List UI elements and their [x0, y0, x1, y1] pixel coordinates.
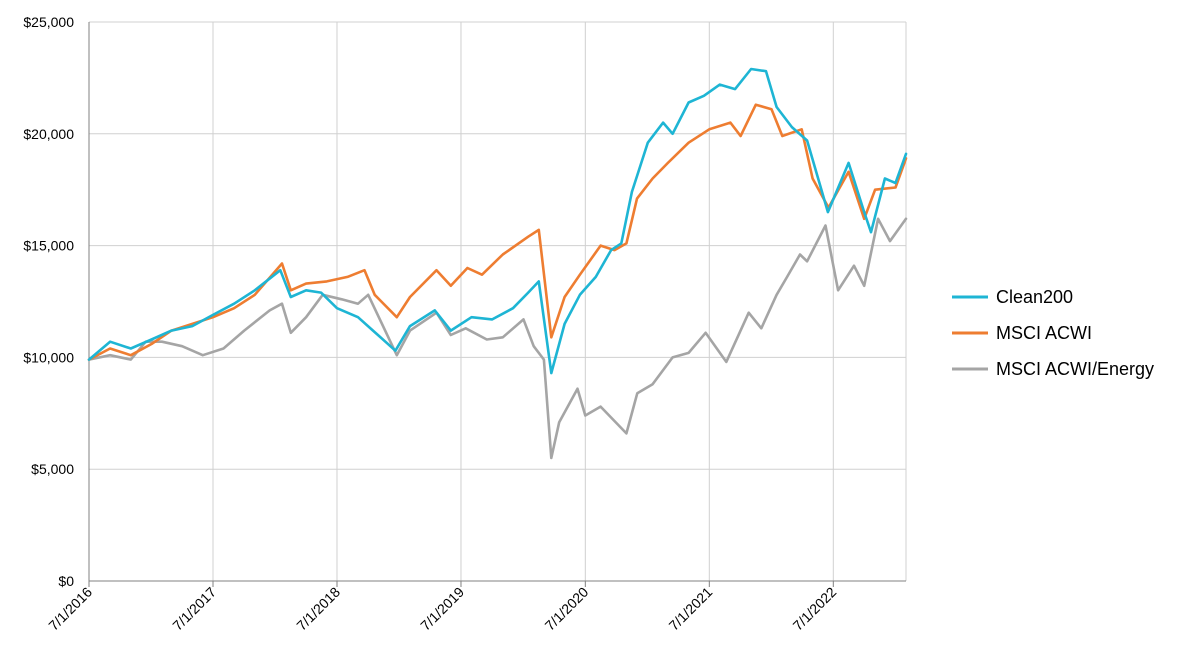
- x-tick-label: 7/1/2021: [666, 584, 716, 634]
- x-tick-label: 7/1/2019: [417, 584, 467, 634]
- y-tick-label: $0: [58, 573, 74, 589]
- y-axis-tick-labels: $0 $5,000 $10,000 $15,000 $20,000 $25,000: [23, 14, 74, 589]
- legend-label: MSCI ACWI/Energy: [996, 359, 1154, 379]
- series-line-msci-acwi-energy: [87, 217, 908, 460]
- x-tick-label: 7/1/2018: [293, 584, 343, 634]
- series-line-clean200: [87, 67, 908, 375]
- y-tick-label: $20,000: [23, 126, 74, 142]
- legend-label: MSCI ACWI: [996, 323, 1092, 343]
- legend-label: Clean200: [996, 287, 1073, 307]
- x-tick-label: 7/1/2017: [169, 584, 219, 634]
- y-tick-label: $25,000: [23, 14, 74, 30]
- y-tick-label: $15,000: [23, 238, 74, 254]
- y-tick-label: $5,000: [31, 461, 74, 477]
- series-lines: [87, 67, 908, 460]
- x-tick-label: 7/1/2016: [45, 584, 95, 634]
- gridlines: [88, 21, 907, 587]
- series-line-msci-acwi: [87, 103, 908, 361]
- x-tick-label: 7/1/2022: [790, 584, 840, 634]
- y-tick-label: $10,000: [23, 349, 74, 365]
- x-tick-label: 7/1/2020: [542, 584, 592, 634]
- legend: Clean200 MSCI ACWI MSCI ACWI/Energy: [952, 287, 1154, 379]
- x-axis-tick-labels: 7/1/2016 7/1/2017 7/1/2018 7/1/2019 7/1/2020…: [45, 584, 839, 634]
